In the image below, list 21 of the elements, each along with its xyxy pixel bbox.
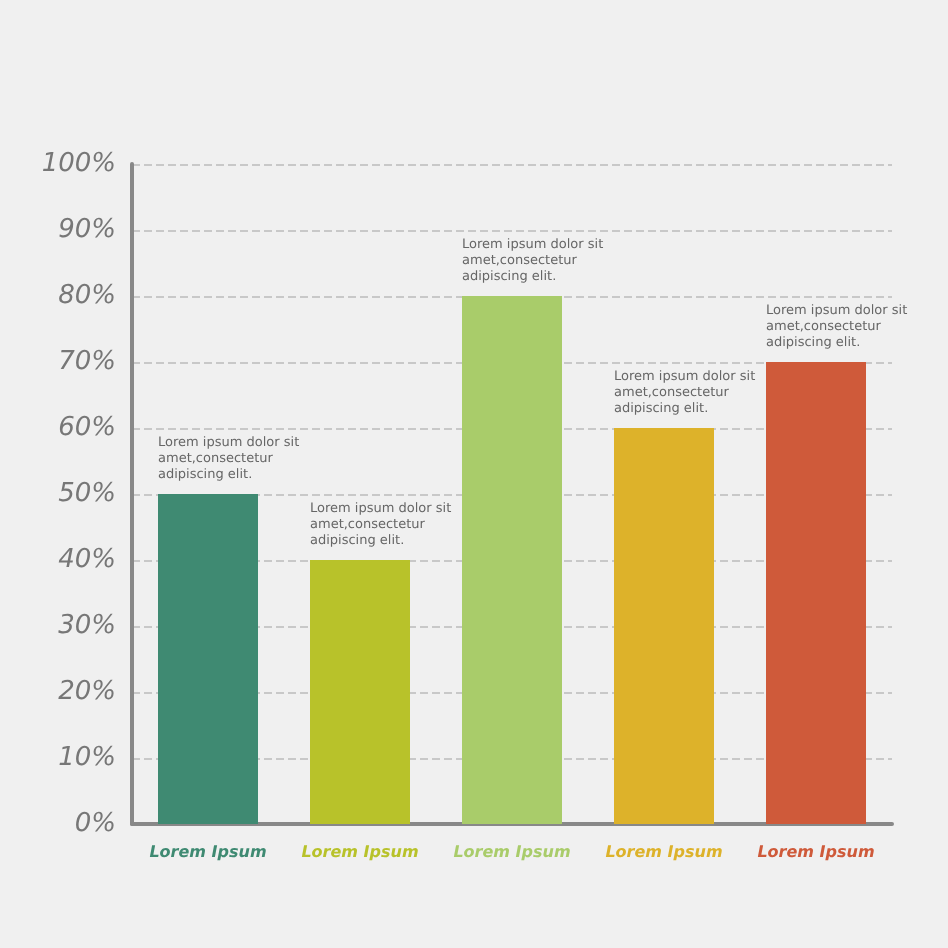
y-tick-label: 80%: [58, 281, 116, 311]
y-tick-label: 100%: [41, 149, 116, 179]
y-tick-label: 10%: [58, 743, 116, 773]
x-tick-label: Lorem Ipsum: [757, 843, 875, 861]
y-tick-label: 90%: [58, 215, 116, 245]
x-tick-label: Lorem Ipsum: [453, 843, 571, 861]
y-tick-label: 40%: [58, 545, 116, 575]
bar: [766, 362, 866, 824]
bar: [614, 428, 714, 824]
bar: [310, 560, 410, 824]
x-tick-label: Lorem Ipsum: [301, 843, 419, 861]
y-tick-label: 20%: [58, 677, 116, 707]
y-tick-label: 0%: [74, 809, 116, 839]
y-tick-label: 70%: [58, 347, 116, 377]
x-tick-label: Lorem Ipsum: [605, 843, 723, 861]
y-tick-label: 50%: [58, 479, 116, 509]
bar: [462, 296, 562, 824]
x-tick-label: Lorem Ipsum: [149, 843, 267, 861]
bar: [158, 494, 258, 824]
y-tick-label: 30%: [58, 611, 116, 641]
y-tick-label: 60%: [58, 413, 116, 443]
